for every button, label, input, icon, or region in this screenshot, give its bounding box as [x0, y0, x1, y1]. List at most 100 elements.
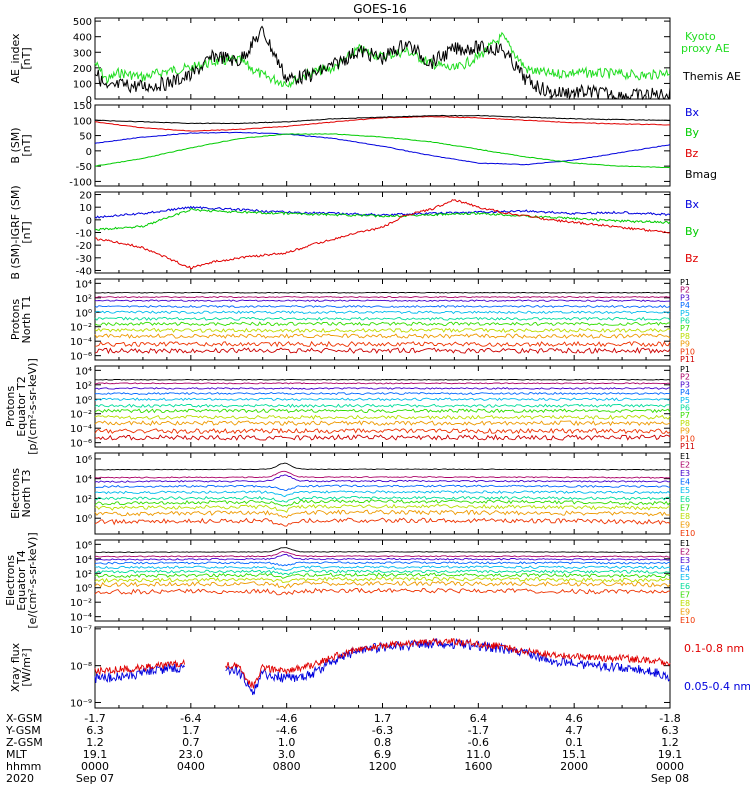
b-sm-series-line — [94, 133, 671, 169]
axis-row-value: 19.1 — [83, 748, 108, 761]
channel-label: E4 — [680, 478, 690, 487]
channel-label: P4 — [680, 301, 690, 310]
y-tick-label: 10⁻⁴ — [70, 613, 92, 624]
legend-themis-ae: Themis AE — [682, 70, 741, 83]
axis-row-value: -1.7 — [84, 712, 105, 725]
axis-row-value: 1600 — [464, 760, 492, 773]
channel-line — [94, 378, 671, 381]
y-axis-label: Equator T4 — [15, 550, 28, 610]
y-axis-label: Electrons — [4, 555, 17, 606]
y-tick-label: 10⁻² — [70, 323, 92, 334]
y-tick-label: 150 — [73, 101, 92, 112]
axis-row-value: 0.8 — [374, 736, 392, 749]
legend-kyoto-proxy-ae: Kyoto — [685, 30, 716, 43]
y-tick-label: 10⁰ — [75, 395, 92, 406]
axis-row-value: 4.6 — [565, 712, 583, 725]
y-tick-label: 20 — [79, 191, 92, 202]
axis-row-value: 11.0 — [466, 748, 491, 761]
y-tick-label: -20 — [76, 241, 92, 252]
legend-b-sm: By — [685, 126, 700, 139]
axis-row-value: 1.0 — [278, 736, 296, 749]
channel-line — [94, 499, 671, 507]
channel-line — [94, 517, 671, 527]
channel-label: P2 — [680, 373, 690, 382]
axis-row-value: 3.0 — [278, 748, 296, 761]
xray-series-line — [94, 637, 671, 689]
y-tick-label: 10⁰ — [75, 584, 92, 595]
y-tick-label: -10 — [76, 229, 92, 240]
y-axis-label: [nT] — [20, 47, 33, 69]
y-tick-label: 100 — [73, 116, 92, 127]
channel-label: P1 — [680, 365, 690, 374]
plot-title: GOES-16 — [353, 2, 407, 16]
channel-label: E10 — [680, 529, 695, 538]
y-tick-label: 10⁶ — [75, 455, 92, 466]
y-tick-label: 10⁻⁴ — [70, 424, 92, 435]
y-tick-label: 10⁻⁸ — [70, 662, 92, 673]
axis-row-value: 15.1 — [562, 748, 587, 761]
axis-row-value: 4.7 — [565, 724, 583, 737]
y-tick-label: -50 — [76, 162, 92, 173]
channel-label: E8 — [680, 512, 690, 521]
b-igrf-series-line — [94, 205, 671, 219]
panel-frame — [94, 17, 671, 100]
channel-label: E6 — [680, 582, 690, 591]
channel-line — [94, 572, 671, 579]
panel-frame — [94, 191, 671, 274]
channel-line — [94, 387, 671, 390]
channel-label: P4 — [680, 388, 690, 397]
channel-line — [94, 403, 671, 408]
channel-line — [94, 547, 670, 554]
y-tick-label: 300 — [73, 48, 92, 59]
y-axis-label: North T3 — [20, 470, 33, 518]
y-tick-label: 10⁴ — [75, 279, 92, 290]
axis-row-value: 1.7 — [182, 724, 200, 737]
axis-row-value: 2000 — [560, 760, 588, 773]
axis-row-label: hhmm — [6, 760, 41, 773]
channel-label: P6 — [680, 317, 690, 326]
channel-line — [94, 569, 671, 576]
channel-line — [94, 340, 671, 348]
channel-label: P10 — [680, 434, 695, 443]
channel-line — [94, 561, 671, 567]
axis-row-value: 6.9 — [374, 748, 392, 761]
channel-line — [94, 397, 671, 402]
channel-label: P1 — [680, 278, 690, 287]
y-tick-label: 10² — [75, 381, 92, 392]
ae-series-line — [94, 25, 671, 101]
channel-label: E6 — [680, 495, 690, 504]
legend-b-sm: Bmag — [685, 168, 717, 181]
axis-row-label: 2020 — [6, 772, 34, 785]
legend-b-sm: Bx — [685, 106, 700, 119]
channel-line — [94, 484, 671, 491]
axis-row-value: 0.7 — [182, 736, 200, 749]
channel-label: P11 — [680, 442, 695, 451]
channel-line — [94, 316, 671, 321]
legend-kyoto-proxy-ae: proxy AE — [681, 42, 730, 55]
channel-line — [94, 408, 671, 414]
channel-label: E5 — [680, 573, 690, 582]
channel-line — [94, 391, 671, 396]
y-tick-label: 10² — [75, 294, 92, 305]
y-axis-label: Xray flux — [9, 642, 22, 692]
b-sm-series-line — [95, 114, 670, 125]
channel-label: E1 — [680, 452, 690, 461]
channel-line — [94, 333, 671, 339]
axis-row-value: -6.4 — [180, 712, 201, 725]
channel-line — [94, 327, 671, 333]
channel-label: P2 — [680, 286, 690, 295]
axis-row-value: -4.6 — [276, 724, 297, 737]
y-axis-label: [W/m²] — [20, 648, 33, 686]
channel-label: P7 — [680, 324, 690, 333]
channel-label: P3 — [680, 293, 690, 302]
channel-label: P5 — [680, 309, 690, 318]
y-tick-label: 100 — [73, 79, 92, 90]
channel-line — [94, 565, 671, 572]
y-tick-label: -40 — [76, 266, 92, 277]
channel-line — [94, 346, 671, 355]
channel-line — [94, 553, 671, 561]
channel-line — [94, 503, 671, 513]
